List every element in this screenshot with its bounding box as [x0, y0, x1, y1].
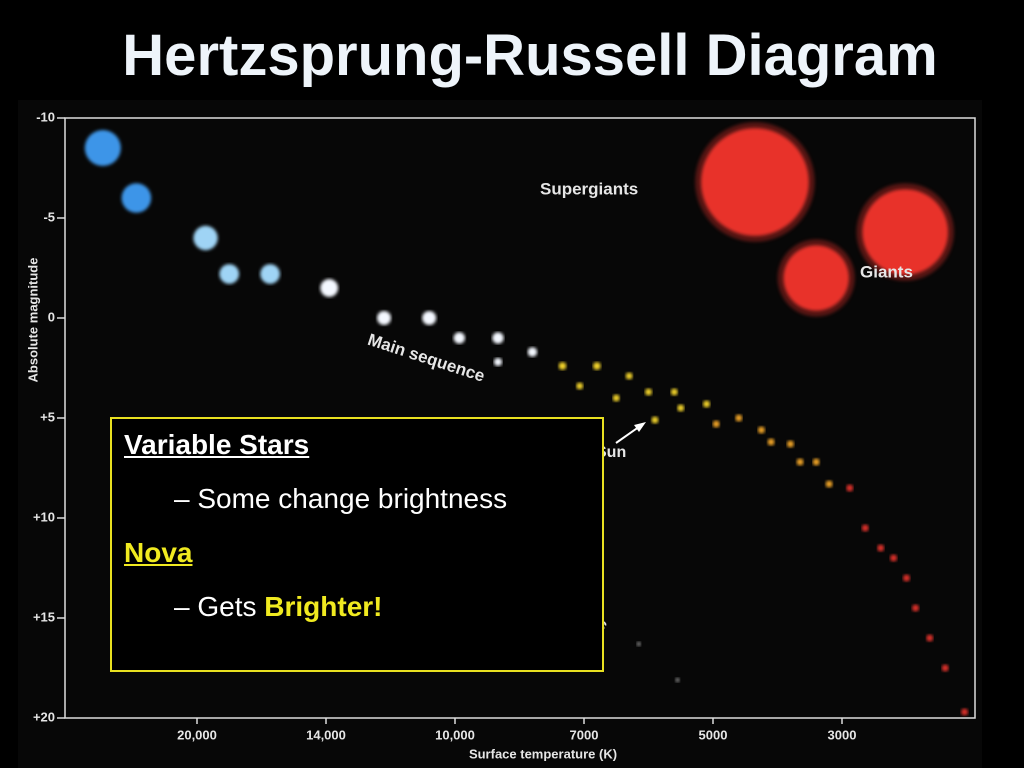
star [701, 128, 809, 236]
callout-item: – Some change brightness [174, 483, 508, 514]
y-tick-label: +15 [33, 609, 55, 624]
star [593, 362, 601, 370]
star [912, 604, 920, 612]
star [861, 524, 869, 532]
star [558, 362, 567, 370]
star [422, 311, 437, 325]
star [377, 311, 392, 325]
y-tick-label: 0 [48, 309, 55, 324]
star [903, 574, 910, 582]
sun-arrow-head [634, 422, 646, 432]
star [703, 400, 711, 408]
star [651, 416, 659, 424]
x-tick-label: 14,000 [306, 727, 346, 742]
y-tick-label: +20 [33, 709, 55, 724]
callout-box: Variable Stars – Some change brightness … [110, 417, 604, 672]
star [636, 641, 642, 647]
star [527, 347, 538, 357]
star [757, 426, 765, 434]
star [767, 438, 775, 446]
star [493, 357, 503, 367]
star [121, 183, 152, 213]
star [219, 264, 240, 284]
star [492, 332, 504, 344]
annotation: Giants [860, 262, 913, 281]
callout-item: – Gets Brighter! [124, 591, 590, 623]
star [862, 189, 949, 275]
y-axis-label: Absolute magnitude [25, 258, 40, 383]
star [612, 394, 620, 402]
star [796, 458, 804, 466]
star [675, 677, 680, 683]
star [783, 245, 849, 311]
star [84, 129, 121, 167]
x-tick-label: 5000 [699, 727, 728, 742]
y-tick-label: +5 [40, 409, 55, 424]
x-tick-label: 20,000 [177, 727, 217, 742]
star [735, 414, 743, 422]
x-tick-label: 3000 [828, 727, 857, 742]
star [786, 440, 794, 448]
star [193, 225, 218, 251]
x-axis-label: Surface temperature (K) [469, 746, 617, 761]
y-tick-label: -5 [43, 209, 55, 224]
callout-text: – Gets [174, 591, 257, 622]
star [926, 634, 934, 642]
callout-heading: Nova [124, 537, 193, 568]
star [670, 388, 678, 396]
y-tick-label: +10 [33, 509, 55, 524]
star [677, 404, 685, 412]
star [453, 332, 465, 344]
y-tick-label: -10 [36, 109, 55, 124]
star [320, 279, 339, 297]
star [877, 544, 885, 552]
x-tick-label: 10,000 [435, 727, 475, 742]
star [961, 708, 969, 716]
star [576, 382, 584, 390]
slide-title: Hertzsprung-Russell Diagram [122, 23, 938, 88]
star [890, 554, 898, 562]
annotation: Supergiants [540, 179, 638, 198]
star [625, 372, 633, 380]
star [645, 388, 652, 396]
star [712, 420, 720, 428]
star [825, 480, 833, 488]
star [941, 664, 949, 672]
star [260, 264, 280, 284]
star [812, 458, 820, 466]
star [846, 484, 854, 492]
callout-heading: Variable Stars [124, 429, 310, 460]
callout-emphasis: Brighter! [264, 591, 383, 622]
x-tick-label: 7000 [570, 727, 599, 742]
